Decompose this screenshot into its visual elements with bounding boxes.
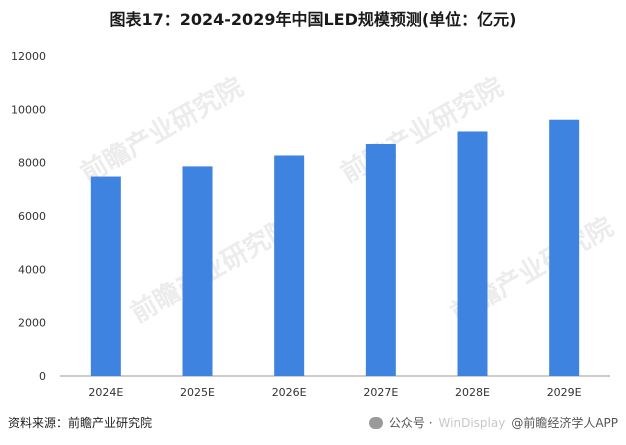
y-tick-label: 2000 xyxy=(18,317,46,330)
brand-label: @前瞻经济学人APP xyxy=(511,416,618,430)
x-tick-label: 2027E xyxy=(363,386,398,399)
bar-2029E xyxy=(549,119,580,376)
footer-brand: 公众号 · WinDisplay @前瞻经济学人APP xyxy=(368,414,618,431)
bar-2024E xyxy=(90,176,121,376)
source-note: 资料来源：前瞻产业研究院 xyxy=(8,416,153,430)
bar-2027E xyxy=(365,144,396,376)
y-tick-label: 8000 xyxy=(18,157,46,170)
x-tick-label: 2029E xyxy=(547,386,582,399)
x-tick-label: 2026E xyxy=(272,386,307,399)
bar-2026E xyxy=(274,155,305,376)
y-tick-label: 4000 xyxy=(18,263,46,276)
ghost-text: WinDisplay xyxy=(438,415,506,430)
chart-title: 图表17：2024-2029年中国LED规模预测(单位：亿元) xyxy=(109,10,517,29)
y-tick-label: 12000 xyxy=(11,50,46,63)
wechat-icon xyxy=(368,416,383,429)
x-tick-label: 2028E xyxy=(455,386,490,399)
x-tick-label: 2024E xyxy=(88,386,123,399)
bar-2028E xyxy=(457,131,488,376)
y-tick-label: 0 xyxy=(39,370,46,383)
bar-2025E xyxy=(182,166,213,376)
y-tick-label: 6000 xyxy=(18,210,46,223)
y-tick-label: 10000 xyxy=(11,103,46,116)
x-tick-label: 2025E xyxy=(180,386,215,399)
wechat-label: 公众号 · xyxy=(388,416,433,430)
